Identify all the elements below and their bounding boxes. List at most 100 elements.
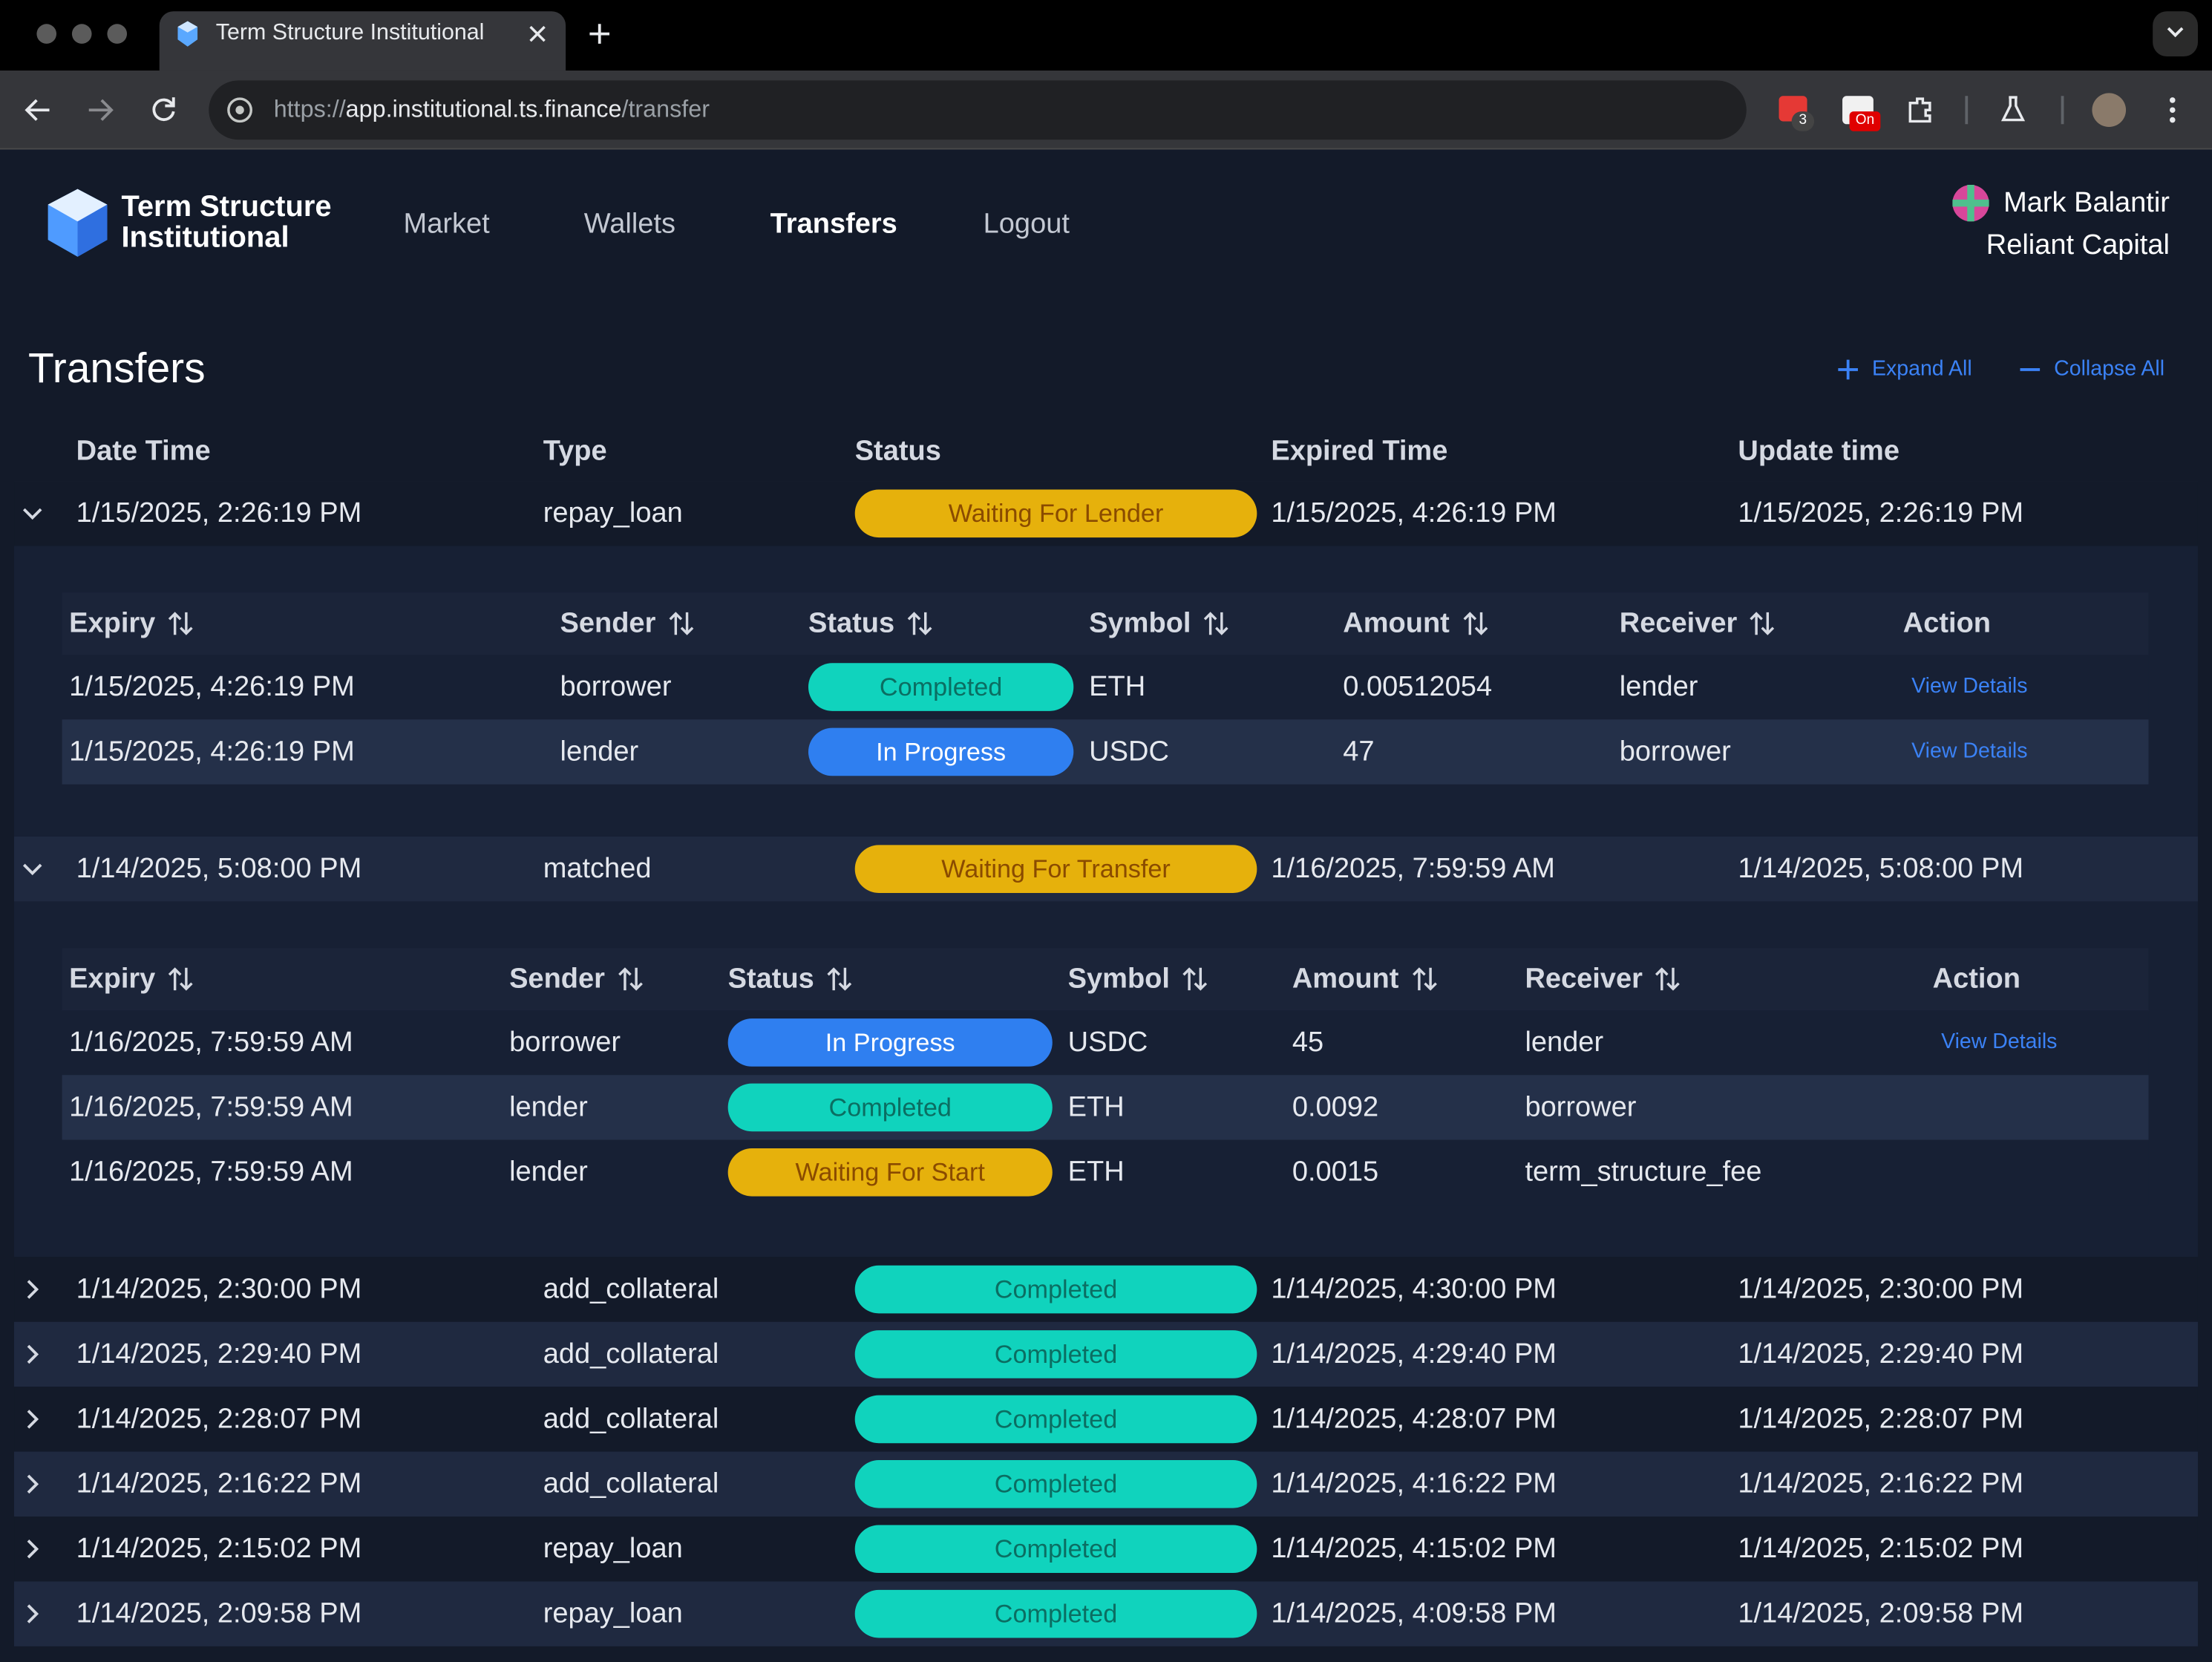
sub-column-header[interactable]: Receiver: [1525, 963, 1643, 995]
sub-cell: 1/16/2025, 7:59:59 AM: [69, 1091, 353, 1123]
status-badge: Completed: [854, 1330, 1257, 1378]
sort-icon[interactable]: [1461, 609, 1489, 638]
sub-column-header[interactable]: Symbol: [1089, 608, 1191, 639]
user-name[interactable]: Mark Balantir: [2003, 187, 2170, 219]
collapse-icon[interactable]: [2019, 359, 2041, 381]
collapse-row[interactable]: [20, 857, 45, 882]
sub-row: [62, 1139, 2149, 1205]
sort-icon[interactable]: [616, 965, 644, 993]
cell: 1/14/2025, 2:28:07 PM: [76, 1403, 362, 1435]
expand-row[interactable]: [20, 1537, 45, 1562]
nav-link[interactable]: Wallets: [583, 209, 676, 241]
sub-column-header[interactable]: Receiver: [1619, 608, 1738, 639]
sub-row: [62, 654, 2149, 720]
profile-avatar[interactable]: [2092, 93, 2127, 128]
cell: 1/14/2025, 2:30:00 PM: [1738, 1274, 2024, 1305]
sort-icon[interactable]: [667, 609, 696, 638]
labs-button[interactable]: [1997, 93, 2029, 124]
sort-icon[interactable]: [1181, 965, 1209, 993]
expand-row[interactable]: [20, 1277, 45, 1302]
extensions-menu[interactable]: [1905, 93, 1936, 124]
view-details[interactable]: View Details: [1941, 1030, 2058, 1054]
expand-icon[interactable]: [1836, 359, 1859, 381]
sub-cell: 47: [1343, 736, 1375, 768]
brand-logo[interactable]: [45, 188, 110, 258]
collapse-all[interactable]: Collapse All: [2054, 356, 2165, 382]
nav-link[interactable]: Market: [403, 209, 490, 241]
status-badge: Completed: [727, 1083, 1053, 1132]
sub-row: [62, 719, 2149, 785]
window-minimize[interactable]: [71, 24, 92, 44]
cell: 1/14/2025, 4:28:07 PM: [1271, 1403, 1557, 1435]
sort-icon[interactable]: [167, 609, 195, 638]
cell: 1/14/2025, 2:16:22 PM: [1738, 1468, 2024, 1500]
cell: repay_loan: [543, 1598, 683, 1630]
sort-icon[interactable]: [1654, 965, 1682, 993]
tab[interactable]: [159, 11, 566, 71]
forward-button[interactable]: [86, 96, 114, 124]
sub-column-header[interactable]: Amount: [1292, 963, 1399, 995]
view-details[interactable]: View Details: [1911, 739, 2028, 764]
status-badge: Waiting For Transfer: [854, 845, 1257, 894]
sub-column-header[interactable]: Status: [727, 963, 814, 995]
sort-icon[interactable]: [1748, 609, 1776, 638]
sort-icon[interactable]: [825, 965, 854, 993]
sub-cell: lender: [1525, 1027, 1604, 1059]
sub-header: [62, 948, 2149, 1012]
sub-column-header[interactable]: Sender: [509, 963, 605, 995]
sub-column-header[interactable]: Amount: [1343, 608, 1450, 639]
cell: 1/14/2025, 5:08:00 PM: [1738, 853, 2024, 885]
brand-name[interactable]: Term Structure: [121, 190, 332, 223]
status-badge: Completed: [854, 1395, 1257, 1444]
nav-link[interactable]: Logout: [983, 209, 1070, 241]
sub-column-header[interactable]: Symbol: [1067, 963, 1170, 995]
sub-cell: 45: [1292, 1027, 1324, 1059]
toolbar-border: [0, 148, 2212, 150]
cell: 1/14/2025, 2:29:40 PM: [1738, 1338, 2024, 1370]
view-details[interactable]: View Details: [1911, 674, 2028, 699]
back-button[interactable]: [24, 96, 52, 124]
expand-all[interactable]: Expand All: [1871, 356, 1972, 382]
sub-column-header[interactable]: Status: [808, 608, 895, 639]
new-tab[interactable]: [589, 22, 611, 45]
window-maximize[interactable]: [107, 24, 128, 44]
expand-row[interactable]: [20, 1341, 45, 1367]
page-title: Transfers: [28, 345, 206, 393]
extension-badge: 3: [1791, 111, 1815, 131]
column-header: Expired Time: [1271, 436, 1448, 468]
sub-column-header[interactable]: Expiry: [69, 963, 156, 995]
user-avatar[interactable]: [1952, 184, 1989, 222]
sort-icon[interactable]: [1410, 965, 1439, 993]
expand-row[interactable]: [20, 1407, 45, 1432]
browser-menu[interactable]: [2167, 94, 2178, 125]
nav-link[interactable]: Transfers: [770, 209, 897, 241]
status-badge: In Progress: [808, 727, 1074, 776]
cell: 1/14/2025, 4:16:22 PM: [1271, 1468, 1557, 1500]
cell: add_collateral: [543, 1274, 719, 1305]
cell: 1/14/2025, 4:15:02 PM: [1271, 1533, 1557, 1565]
sub-cell: ETH: [1089, 671, 1146, 703]
sub-cell: 1/16/2025, 7:59:59 AM: [69, 1156, 353, 1188]
status-badge: Completed: [854, 1265, 1257, 1314]
sub-cell: 0.0015: [1292, 1156, 1379, 1188]
sub-column-header[interactable]: Sender: [560, 608, 656, 639]
url[interactable]: https://app.institutional.ts.finance/tra…: [274, 93, 710, 127]
sub-column-header: Action: [1932, 963, 2020, 995]
site-info[interactable]: [226, 96, 254, 124]
window-close[interactable]: [36, 24, 57, 44]
sub-column-header[interactable]: Expiry: [69, 608, 156, 639]
sub-cell: ETH: [1067, 1091, 1125, 1123]
collapse-row[interactable]: [20, 501, 45, 526]
tab-close[interactable]: [528, 24, 548, 44]
brand-name[interactable]: Institutional: [121, 221, 289, 255]
reload-button[interactable]: [149, 96, 177, 124]
cell: add_collateral: [543, 1468, 719, 1500]
sort-icon[interactable]: [906, 609, 934, 638]
sort-icon[interactable]: [1202, 609, 1231, 638]
expand-row[interactable]: [20, 1601, 45, 1626]
sort-icon[interactable]: [167, 965, 195, 993]
omnibox[interactable]: [209, 80, 1747, 140]
cell: 1/14/2025, 4:30:00 PM: [1271, 1274, 1557, 1305]
expand-row[interactable]: [20, 1471, 45, 1496]
cell: repay_loan: [543, 1533, 683, 1565]
